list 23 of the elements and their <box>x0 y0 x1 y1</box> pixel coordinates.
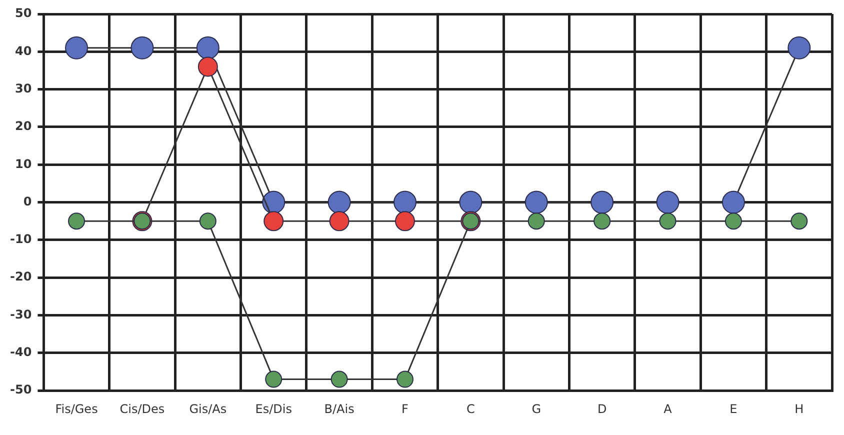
x-tick-label: Es/Dis <box>255 402 292 416</box>
y-tick-label: 40 <box>14 44 32 58</box>
y-tick-label: -50 <box>10 382 32 397</box>
x-tick-label: H <box>794 402 804 416</box>
x-tick-label: D <box>597 402 607 416</box>
x-tick-label: E <box>730 402 738 416</box>
y-tick-label: -40 <box>10 345 32 360</box>
x-tick-label: A <box>664 402 673 416</box>
x-tick-label: Fis/Ges <box>55 402 98 416</box>
y-tick-label: 0 <box>23 194 32 208</box>
x-tick-label: Cis/Des <box>120 402 165 416</box>
x-tick-label: B/Ais <box>324 402 354 416</box>
x-tick-label: Gis/As <box>189 402 227 416</box>
x-tick-label: C <box>466 402 475 416</box>
x-tick-label: F <box>402 402 409 416</box>
y-tick-label: 20 <box>14 119 32 134</box>
y-tick-label: 50 <box>14 6 32 20</box>
y-tick-label: -20 <box>10 270 32 284</box>
y-tick-label: 10 <box>14 156 32 171</box>
y-tick-label: -10 <box>10 232 32 246</box>
x-tick-label: G <box>532 402 542 416</box>
y-tick-label: 30 <box>14 81 32 96</box>
y-tick-label: -30 <box>10 307 32 322</box>
